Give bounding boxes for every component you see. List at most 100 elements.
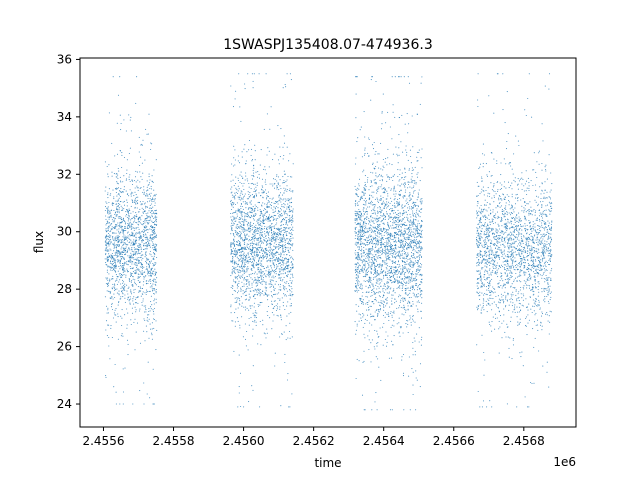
data-point: [282, 284, 284, 287]
data-point: [291, 245, 293, 247]
data-point: [281, 241, 283, 243]
data-point: [111, 226, 113, 228]
data-point: [416, 296, 418, 298]
data-point: [354, 185, 356, 187]
data-point: [355, 157, 357, 159]
data-point: [251, 278, 253, 280]
data-point: [421, 202, 423, 204]
data-point: [393, 312, 395, 314]
data-point: [245, 279, 247, 281]
data-point: [254, 232, 256, 234]
data-point: [152, 238, 154, 240]
data-point: [391, 208, 393, 210]
data-point: [383, 305, 385, 307]
data-point: [390, 287, 392, 289]
data-point: [114, 284, 116, 286]
data-point: [250, 277, 252, 279]
data-point: [290, 282, 293, 284]
data-point: [134, 272, 136, 274]
data-point: [155, 292, 157, 294]
data-point: [285, 188, 287, 190]
data-point: [117, 205, 119, 207]
data-point: [413, 279, 415, 281]
data-point: [246, 245, 248, 247]
data-point: [270, 267, 273, 269]
data-point: [266, 332, 268, 334]
data-point: [277, 297, 279, 299]
data-point: [411, 169, 413, 171]
data-point: [241, 191, 243, 193]
data-point: [271, 202, 273, 204]
data-point: [403, 249, 405, 251]
data-point: [380, 214, 382, 217]
data-point: [235, 276, 237, 278]
data-point: [148, 183, 150, 186]
data-point: [110, 255, 113, 257]
data-point: [137, 252, 139, 254]
data-point: [401, 205, 403, 207]
data-point: [280, 221, 282, 223]
data-point: [407, 294, 409, 296]
data-point: [380, 128, 383, 130]
data-point: [260, 292, 262, 294]
data-point: [274, 178, 276, 180]
data-point: [258, 292, 260, 295]
data-point: [285, 221, 287, 223]
data-point: [238, 254, 240, 256]
data-point: [241, 286, 243, 288]
data-point: [387, 148, 389, 150]
data-point: [234, 251, 236, 253]
data-point: [239, 225, 241, 227]
data-point: [148, 280, 150, 282]
data-point: [285, 86, 287, 88]
data-point: [138, 217, 140, 219]
data-point: [156, 244, 158, 246]
data-point: [114, 188, 117, 190]
data-point: [115, 240, 117, 242]
data-point: [128, 278, 130, 280]
data-point: [416, 210, 418, 212]
data-point: [125, 276, 127, 278]
data-point: [125, 242, 127, 244]
data-point: [411, 231, 413, 233]
data-point: [134, 241, 137, 243]
data-point: [405, 311, 407, 313]
data-point: [247, 212, 249, 214]
data-point: [240, 238, 242, 240]
data-point: [269, 128, 271, 130]
data-point: [419, 233, 421, 235]
data-point: [240, 231, 242, 233]
data-point: [110, 241, 113, 243]
data-point: [249, 202, 251, 204]
data-point: [130, 319, 132, 321]
data-point: [397, 203, 399, 205]
data-point: [374, 178, 376, 180]
data-point: [120, 252, 122, 254]
data-point: [291, 222, 293, 224]
data-point: [278, 262, 280, 264]
data-point: [273, 269, 275, 271]
data-point: [110, 216, 112, 218]
data-point: [370, 271, 372, 273]
data-point: [120, 287, 122, 289]
data-point: [133, 179, 136, 182]
data-point: [118, 208, 120, 210]
data-point: [107, 279, 109, 281]
data-point: [368, 155, 370, 158]
data-point: [253, 266, 255, 268]
data-point: [273, 264, 276, 266]
data-point: [234, 272, 236, 274]
data-point: [263, 128, 265, 130]
data-point: [273, 245, 275, 247]
data-point: [116, 224, 118, 226]
data-point: [240, 212, 242, 214]
data-point: [276, 308, 278, 310]
data-point: [273, 255, 275, 257]
data-point: [251, 216, 253, 218]
data-point: [391, 227, 393, 229]
data-point: [107, 285, 109, 288]
data-point: [146, 245, 148, 247]
data-point: [373, 269, 375, 271]
data-point: [370, 171, 372, 173]
data-point: [232, 247, 234, 249]
